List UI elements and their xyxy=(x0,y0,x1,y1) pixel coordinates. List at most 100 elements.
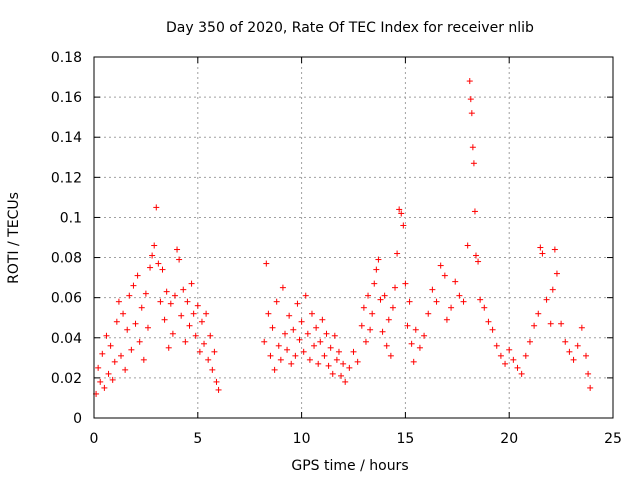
data-point xyxy=(553,270,560,277)
data-point xyxy=(151,242,158,249)
data-point xyxy=(583,352,590,359)
data-point xyxy=(489,326,496,333)
data-point xyxy=(502,360,509,367)
data-point xyxy=(549,286,556,293)
y-tick-label: 0.1 xyxy=(60,210,82,226)
data-point xyxy=(537,244,544,251)
data-point xyxy=(389,304,396,311)
data-point xyxy=(265,310,272,317)
data-point xyxy=(286,312,293,319)
data-point xyxy=(543,296,550,303)
data-point xyxy=(128,346,135,353)
data-point xyxy=(443,316,450,323)
data-point xyxy=(169,330,176,337)
data-point xyxy=(192,332,199,339)
data-point xyxy=(165,344,172,351)
data-point xyxy=(101,384,108,391)
data-point xyxy=(325,362,332,369)
data-point xyxy=(190,310,197,317)
data-point xyxy=(587,384,594,391)
data-point xyxy=(315,360,322,367)
data-point xyxy=(365,292,372,299)
data-point xyxy=(182,338,189,345)
data-point xyxy=(539,250,546,257)
data-point xyxy=(174,246,181,253)
data-point xyxy=(535,310,542,317)
data-point xyxy=(421,332,428,339)
data-point xyxy=(296,336,303,343)
y-tick-label: 0.04 xyxy=(51,331,82,347)
data-point xyxy=(306,356,313,363)
data-point xyxy=(400,222,407,229)
plot-frame xyxy=(93,56,614,419)
data-point xyxy=(281,330,288,337)
data-point xyxy=(159,266,166,273)
data-point xyxy=(263,260,270,267)
data-point xyxy=(514,364,521,371)
data-point xyxy=(209,366,216,373)
data-point xyxy=(350,348,357,355)
data-point xyxy=(472,252,479,259)
data-point xyxy=(412,326,419,333)
data-point xyxy=(406,298,413,305)
data-point xyxy=(109,376,116,383)
data-point xyxy=(284,346,291,353)
data-point xyxy=(207,332,214,339)
data-point xyxy=(578,324,585,331)
data-point xyxy=(379,328,386,335)
data-point xyxy=(329,370,336,377)
data-point xyxy=(201,340,208,347)
data-point xyxy=(211,348,218,355)
data-point xyxy=(481,304,488,311)
data-point xyxy=(522,352,529,359)
data-point xyxy=(267,352,274,359)
data-point xyxy=(144,324,151,331)
data-point xyxy=(373,266,380,273)
data-point xyxy=(273,298,280,305)
data-point xyxy=(140,356,147,363)
data-point xyxy=(107,342,114,349)
data-point xyxy=(342,378,349,385)
data-point xyxy=(149,252,156,259)
data-point xyxy=(547,320,554,327)
axis-ticks: 0 0.02 0.04 0.06 0.08 0.1 0.12 0.14 0.16 0.18 0 5 10… xyxy=(51,50,622,447)
data-point xyxy=(161,316,168,323)
data-point xyxy=(188,280,195,287)
data-point xyxy=(269,324,276,331)
data-point xyxy=(346,364,353,371)
data-point xyxy=(475,258,482,265)
data-point xyxy=(408,340,415,347)
data-point xyxy=(358,322,365,329)
data-point xyxy=(115,298,122,305)
data-point xyxy=(375,256,382,263)
chart-title: Day 350 of 2020, Rate Of TEC Index for r… xyxy=(166,20,534,36)
data-point xyxy=(111,358,118,365)
data-point xyxy=(558,320,565,327)
scatter-points xyxy=(93,78,594,397)
data-point xyxy=(448,304,455,311)
data-point xyxy=(203,310,210,317)
x-tick-label: 0 xyxy=(90,431,99,447)
data-point xyxy=(327,344,334,351)
data-point xyxy=(469,144,476,151)
data-point xyxy=(215,386,222,393)
data-point xyxy=(526,338,533,345)
data-point xyxy=(171,292,178,299)
data-point xyxy=(460,298,467,305)
data-point xyxy=(117,352,124,359)
data-point xyxy=(134,272,141,279)
data-point xyxy=(311,342,318,349)
data-point xyxy=(321,352,328,359)
data-point xyxy=(367,326,374,333)
data-point xyxy=(103,332,110,339)
data-point xyxy=(153,204,160,211)
data-point xyxy=(394,250,401,257)
data-point xyxy=(437,262,444,269)
data-point xyxy=(566,348,573,355)
data-point xyxy=(402,280,409,287)
data-point xyxy=(176,256,183,263)
y-tick-label: 0 xyxy=(73,411,82,427)
data-point xyxy=(184,298,191,305)
data-point xyxy=(562,338,569,345)
